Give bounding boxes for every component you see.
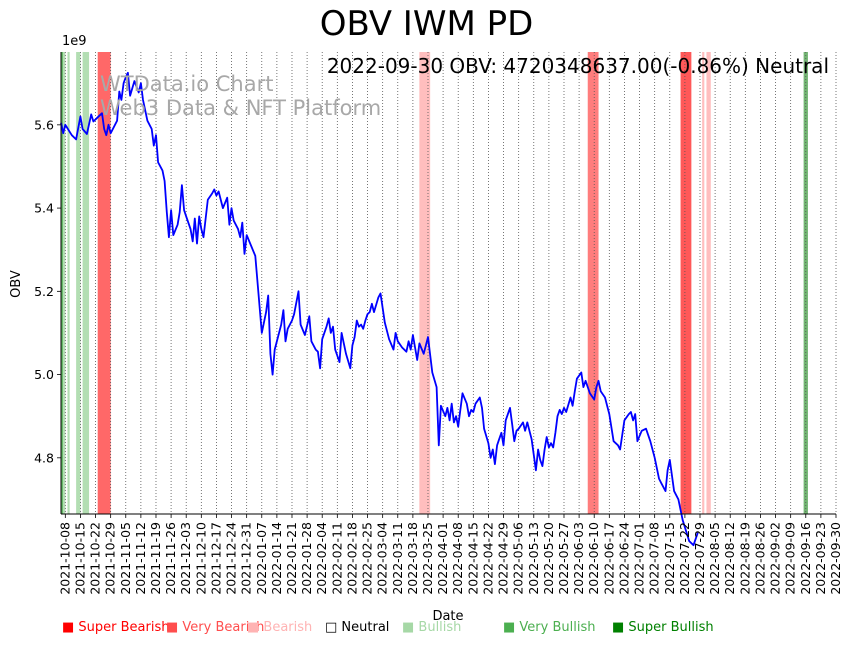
y-tick-label-4: 5.6 [34,117,54,132]
x-tick-label-44: 2022-08-12 [722,522,737,595]
x-tick-label-32: 2022-05-20 [541,522,556,595]
signal-bands [61,52,808,514]
signal-band-9 [702,52,705,514]
x-tick-label-7: 2021-11-26 [163,522,178,595]
x-tick-label-2: 2021-10-22 [88,522,103,595]
x-tick-label-20: 2022-02-25 [360,522,375,595]
watermark-line-2: Web3 Data & NFT Platform [100,96,382,120]
y-axis-multiplier: 1e9 [62,34,87,49]
y-ticks: 4.8 5.0 5.2 5.4 5.6 [34,117,61,465]
y-tick-label-3: 5.4 [34,201,54,216]
x-axis-label: Date [432,609,463,624]
x-tick-label-49: 2022-09-16 [798,522,813,595]
x-tick-label-45: 2022-08-19 [737,522,752,595]
x-tick-label-12: 2021-12-31 [239,522,254,595]
x-tick-label-3: 2021-10-29 [103,522,118,595]
legend-bullish: ■ Bullish [402,620,462,635]
x-tick-label-36: 2022-06-17 [601,522,616,595]
y-axis-label: OBV [9,270,24,298]
legend-very-bullish: ■ Very Bullish [503,620,596,635]
x-tick-label-21: 2022-03-04 [375,522,390,595]
x-tick-label-14: 2022-01-14 [269,522,284,595]
x-tick-label-5: 2021-11-12 [133,522,148,595]
vertical-gridlines [64,52,837,514]
x-tick-label-51: 2022-09-30 [828,522,843,595]
signal-band-1 [63,52,66,514]
signal-band-6 [419,52,431,514]
x-tick-label-17: 2022-02-04 [314,522,329,595]
x-tick-label-6: 2021-11-19 [148,522,163,595]
watermark-line-1: WTData.io Chart [100,72,274,96]
x-tick-label-47: 2022-09-02 [768,522,783,595]
y-tick-label-0: 4.8 [34,450,54,465]
x-tick-label-11: 2021-12-24 [224,522,239,595]
x-tick-label-39: 2022-07-08 [647,522,662,595]
x-tick-label-50: 2022-09-23 [813,522,828,595]
signal-band-5 [97,52,111,514]
x-tick-label-26: 2022-04-08 [450,522,465,595]
x-tick-label-25: 2022-04-01 [435,522,450,595]
x-tick-label-37: 2022-06-24 [616,522,631,595]
x-tick-label-43: 2022-08-05 [707,522,722,595]
x-tick-label-27: 2022-04-15 [465,522,480,595]
x-tick-label-23: 2022-03-18 [405,522,420,595]
signal-band-8 [680,52,692,514]
x-tick-label-30: 2022-05-06 [511,522,526,595]
signal-band-7 [587,52,599,514]
signal-band-0 [61,52,64,514]
axes [60,52,836,515]
x-tick-label-10: 2021-12-17 [208,522,223,595]
x-tick-label-13: 2022-01-07 [254,522,269,595]
signal-band-10 [706,52,711,514]
x-tick-label-41: 2022-07-22 [677,522,692,595]
x-tick-label-16: 2022-01-28 [299,522,314,595]
legend-super-bullish: ■ Super Bullish [612,620,714,635]
x-tick-label-40: 2022-07-15 [662,522,677,595]
signal-band-2 [67,52,70,514]
x-tick-label-31: 2022-05-13 [526,522,541,595]
x-tick-label-28: 2022-04-22 [480,522,495,595]
signal-band-3 [76,52,81,514]
series-layer [60,71,699,547]
status-readout: 2022-09-30 OBV: 4720348637.00(-0.86%) Ne… [326,54,829,78]
signal-band-4 [82,52,90,514]
x-tick-label-24: 2022-03-25 [420,522,435,595]
legend-neutral: □ Neutral [325,620,390,635]
legend-super-bearish: ■ Super Bearish [62,620,170,635]
x-tick-label-29: 2022-04-29 [496,522,511,595]
y-tick-label-1: 5.0 [34,367,54,382]
x-tick-label-9: 2021-12-10 [193,522,208,595]
legend-bearish: ■ Bearish [247,620,313,635]
x-ticks: 2021-10-08 2021-10-15 2021-10-22 2021-10-29… [57,514,843,595]
x-tick-label-22: 2022-03-11 [390,522,405,595]
x-tick-label-1: 2021-10-15 [72,522,87,595]
x-tick-label-0: 2021-10-08 [57,522,72,595]
y-tick-label-2: 5.2 [34,284,54,299]
x-tick-label-8: 2021-12-03 [178,522,193,595]
x-tick-label-4: 2021-11-05 [118,522,133,595]
legend-very-bearish: ■ Very Bearish [166,620,265,635]
x-tick-label-34: 2022-06-03 [571,522,586,595]
x-tick-label-19: 2022-02-18 [344,522,359,595]
x-tick-label-15: 2022-01-21 [284,522,299,595]
series-line-0 [60,71,699,547]
x-tick-label-42: 2022-07-29 [692,522,707,595]
x-tick-label-33: 2022-05-27 [556,522,571,595]
x-tick-label-46: 2022-08-26 [752,522,767,595]
x-tick-label-18: 2022-02-11 [329,522,344,595]
chart-title: OBV IWM PD [319,4,534,44]
x-tick-label-38: 2022-07-01 [632,522,647,595]
x-tick-label-48: 2022-09-09 [783,522,798,595]
x-tick-label-35: 2022-06-10 [586,522,601,595]
